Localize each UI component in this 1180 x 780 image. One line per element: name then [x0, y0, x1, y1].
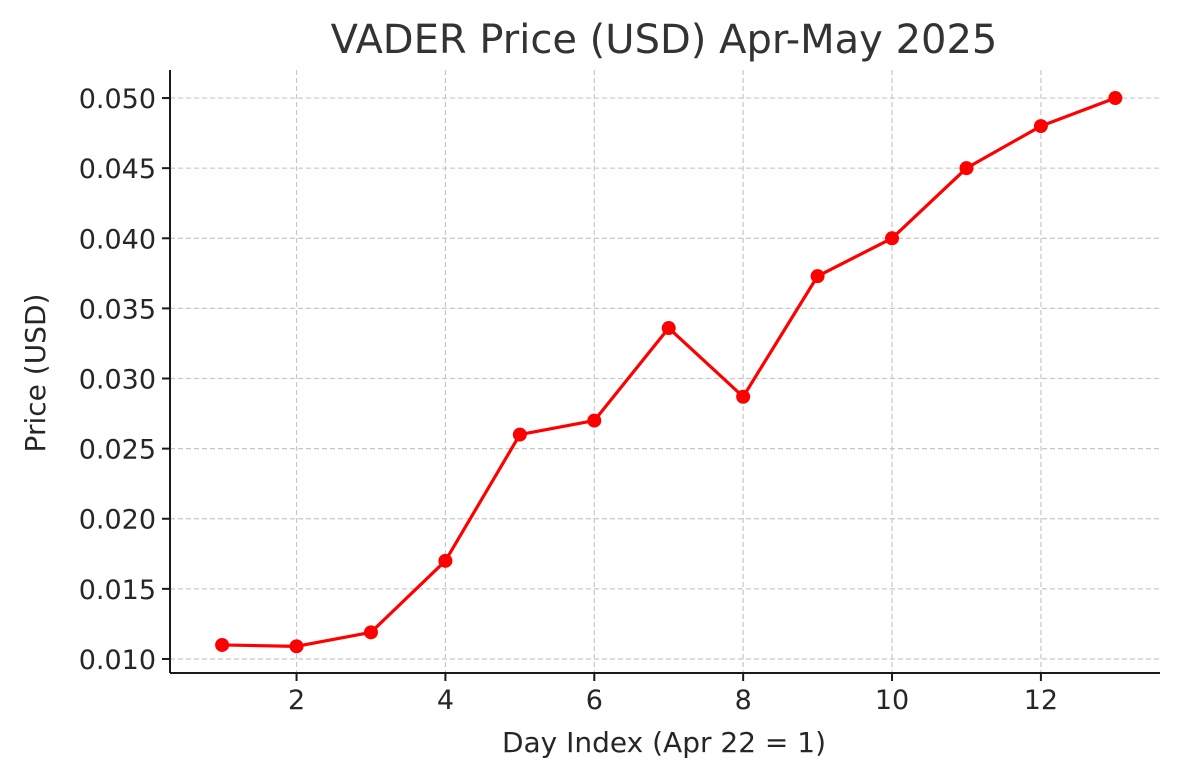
x-tick-label: 12 — [1024, 685, 1058, 716]
chart-title: VADER Price (USD) Apr-May 2025 — [331, 17, 998, 63]
data-point — [438, 553, 453, 568]
data-point — [587, 413, 602, 428]
y-axis-title: Price (USD) — [19, 294, 52, 453]
data-point — [959, 161, 974, 176]
data-point — [810, 269, 825, 284]
x-tick-label: 2 — [288, 685, 305, 716]
x-tick-label: 4 — [437, 685, 454, 716]
y-tick-label: 0.035 — [79, 294, 156, 325]
y-tick-label: 0.040 — [79, 224, 156, 255]
series-layer — [215, 91, 1123, 654]
y-tick-label: 0.020 — [79, 505, 156, 536]
y-tick-label: 0.015 — [79, 575, 156, 606]
series-line — [222, 96, 1116, 648]
y-tick-label: 0.050 — [79, 84, 156, 115]
data-point — [1108, 91, 1123, 106]
data-point — [512, 427, 527, 442]
axes-layer — [169, 70, 1160, 674]
data-point — [215, 637, 230, 652]
y-tick-label: 0.030 — [79, 365, 156, 396]
ticks-layer: 2 4 6 8 10 12 0.010 0.015 0.020 0.025 0.030 0.035 0.… — [79, 84, 1058, 716]
grid-layer — [170, 70, 1160, 673]
x-tick-label: 6 — [586, 685, 603, 716]
data-point — [736, 389, 751, 404]
data-point — [885, 231, 900, 246]
data-point — [363, 625, 378, 640]
x-tick-label: 10 — [875, 685, 909, 716]
y-tick-label: 0.010 — [79, 645, 156, 676]
x-axis-title: Day Index (Apr 22 = 1) — [502, 726, 826, 759]
data-point — [1033, 119, 1048, 134]
data-point — [289, 639, 304, 654]
y-tick-label: 0.045 — [79, 154, 156, 185]
x-tick-label: 8 — [735, 685, 752, 716]
data-point — [661, 321, 676, 336]
y-tick-label: 0.025 — [79, 435, 156, 466]
